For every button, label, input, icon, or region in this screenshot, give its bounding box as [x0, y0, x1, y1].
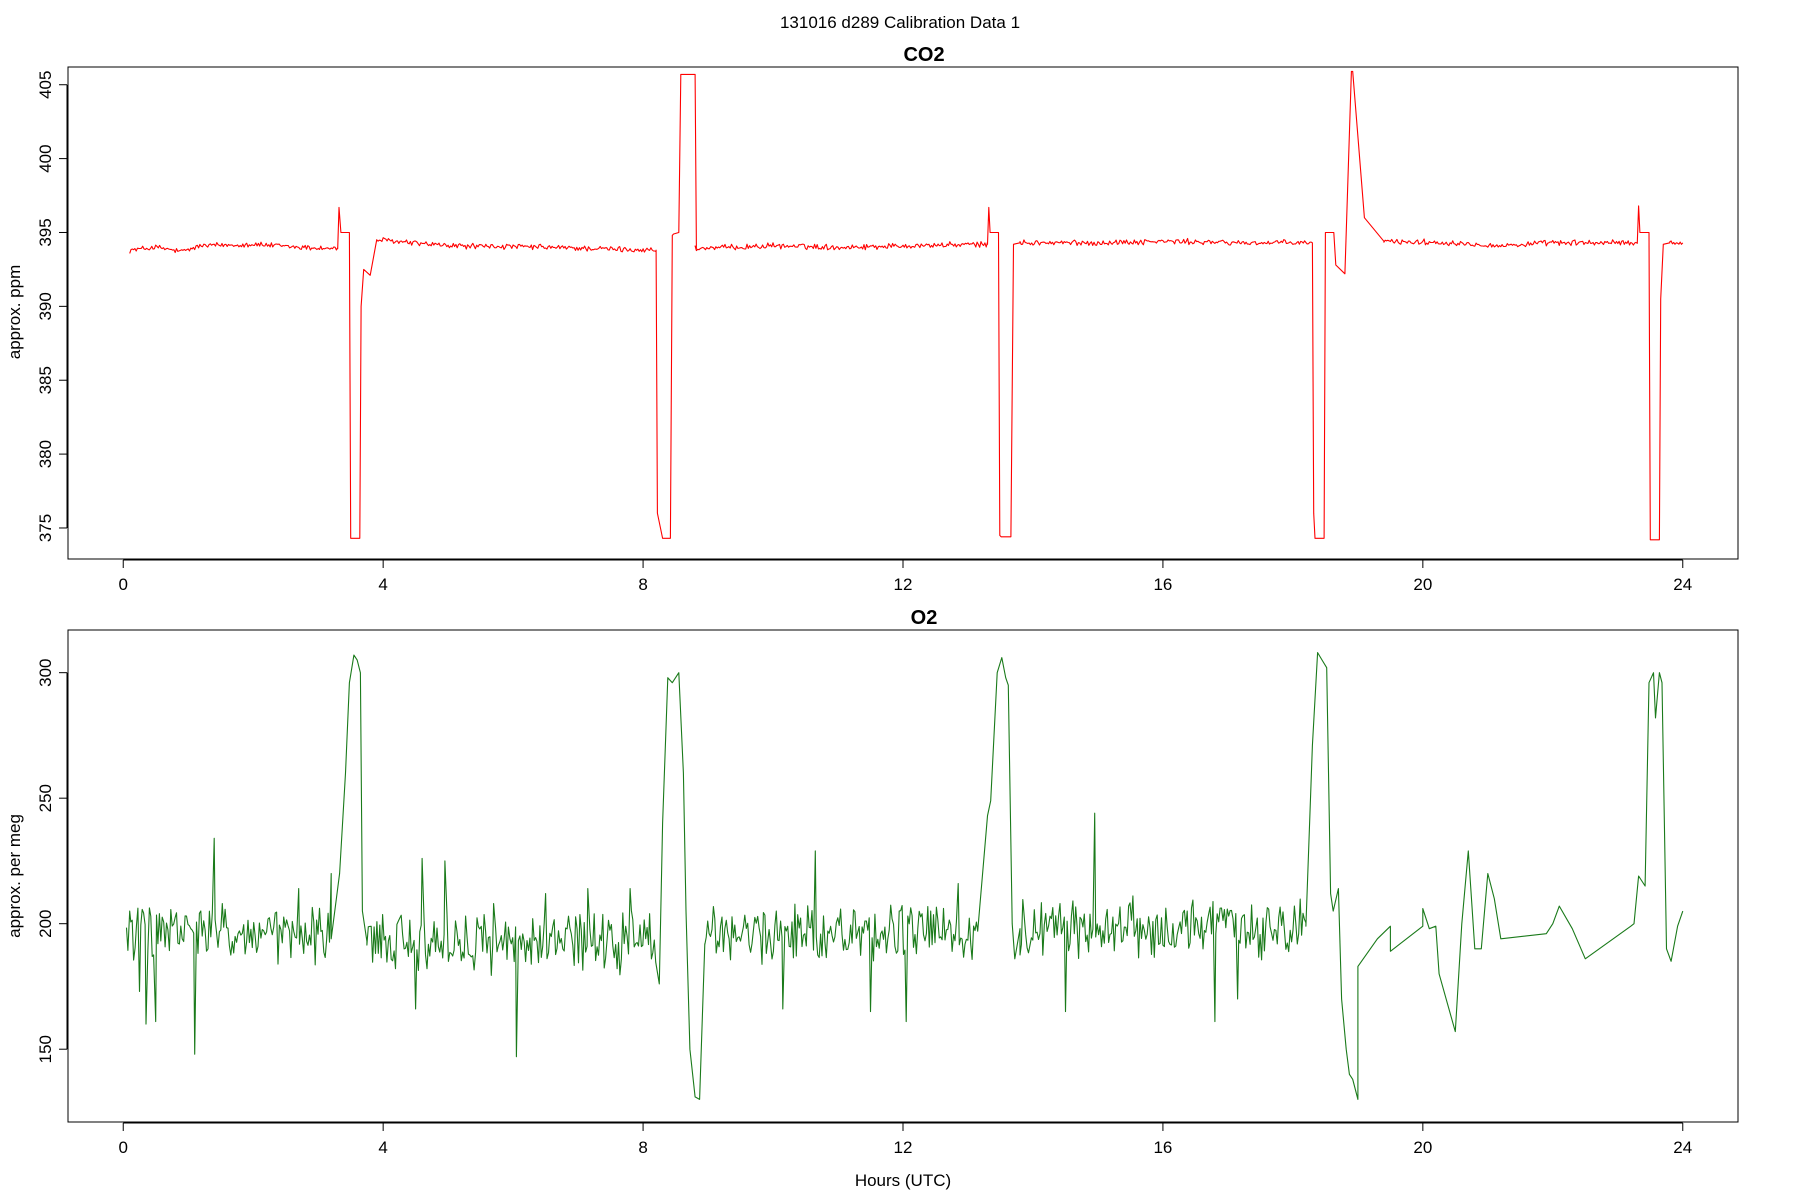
o2-ylabel: approx. per meg — [5, 814, 24, 938]
co2-y-tick-label: 400 — [36, 144, 55, 172]
figure-supertitle: 131016 d289 Calibration Data 1 — [780, 13, 1020, 32]
co2-y-tick-label: 405 — [36, 71, 55, 99]
o2-x-tick-label: 8 — [638, 1138, 647, 1157]
co2-x-tick-label: 16 — [1153, 575, 1172, 594]
co2-plot-frame — [67, 66, 1739, 560]
co2-x-axis: 0 4 8 12 16 20 24 — [118, 559, 1692, 594]
o2-y-tick-label: 150 — [36, 1035, 55, 1063]
o2-x-axis: 0 4 8 12 16 20 24 — [118, 1122, 1692, 1157]
co2-y-tick-label: 380 — [36, 440, 55, 468]
co2-series — [129, 70, 1684, 541]
co2-x-tick-label: 12 — [894, 575, 913, 594]
co2-series-line — [129, 70, 1684, 541]
o2-y-tick-label: 250 — [36, 784, 55, 812]
o2-series-line — [125, 652, 1684, 1100]
co2-x-tick-label: 0 — [118, 575, 127, 594]
co2-y-axis: 375 380 385 390 395 400 405 — [36, 71, 68, 542]
o2-x-tick-label: 20 — [1413, 1138, 1432, 1157]
o2-x-tick-label: 16 — [1153, 1138, 1172, 1157]
o2-x-tick-label: 4 — [378, 1138, 387, 1157]
co2-ylabel: approx. ppm — [5, 265, 24, 360]
o2-x-tick-label: 12 — [894, 1138, 913, 1157]
o2-x-tick-label: 24 — [1673, 1138, 1692, 1157]
x-axis-label: Hours (UTC) — [855, 1171, 951, 1190]
co2-y-tick-label: 375 — [36, 514, 55, 542]
co2-x-tick-label: 24 — [1673, 575, 1692, 594]
o2-y-axis: 150 200 250 300 — [36, 658, 68, 1063]
o2-y-tick-label: 300 — [36, 658, 55, 686]
co2-y-tick-label: 395 — [36, 218, 55, 246]
o2-plot-frame — [67, 629, 1739, 1123]
o2-series — [125, 652, 1684, 1100]
o2-x-tick-label: 0 — [118, 1138, 127, 1157]
co2-y-tick-label: 390 — [36, 292, 55, 320]
co2-title: CO2 — [903, 44, 944, 66]
o2-title: O2 — [911, 607, 938, 629]
o2-panel: O2 approx. per meg 0 4 8 12 16 20 24 150 200 250… — [5, 607, 1739, 1190]
co2-x-tick-label: 20 — [1413, 575, 1432, 594]
co2-x-tick-label: 4 — [378, 575, 387, 594]
co2-y-tick-label: 385 — [36, 366, 55, 394]
co2-panel: CO2 approx. ppm 0 4 8 12 16 20 24 375 380 385 390… — [5, 44, 1739, 594]
o2-y-tick-label: 200 — [36, 910, 55, 938]
co2-x-tick-label: 8 — [638, 575, 647, 594]
